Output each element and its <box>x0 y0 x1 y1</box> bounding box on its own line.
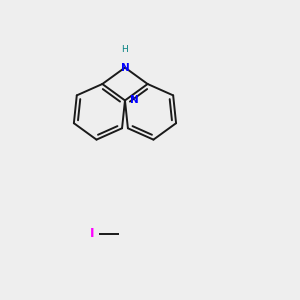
Text: N: N <box>121 63 129 73</box>
Text: N: N <box>130 95 139 105</box>
Text: I: I <box>90 227 95 240</box>
Text: H: H <box>122 45 128 54</box>
